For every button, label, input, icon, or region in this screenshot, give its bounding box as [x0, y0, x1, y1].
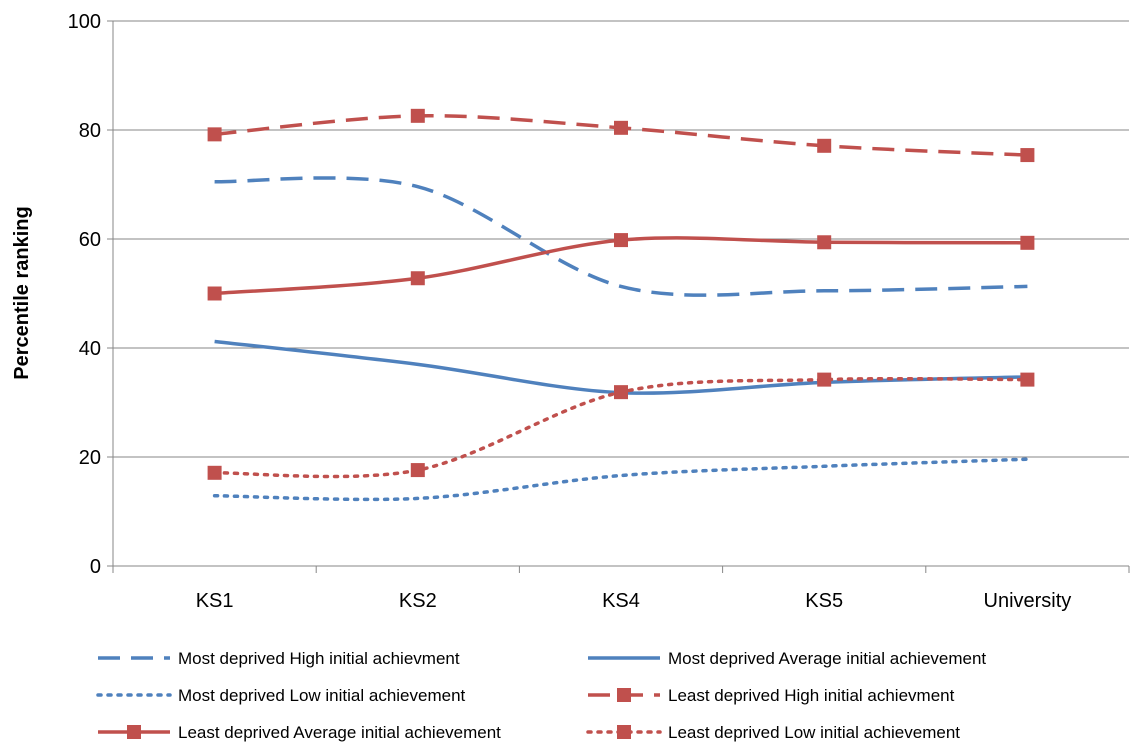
series-3 — [212, 457, 1030, 502]
data-point — [614, 385, 628, 400]
data-point — [817, 372, 832, 387]
y-tick-label: 100 — [68, 11, 101, 33]
data-point — [1020, 235, 1035, 250]
data-point — [207, 465, 222, 480]
legend-item: Least deprived Average initial achieveme… — [98, 723, 501, 742]
data-point — [817, 235, 832, 250]
x-tick-label: KS2 — [399, 590, 437, 612]
data-point — [410, 463, 425, 478]
legend-label: Most deprived Low initial achievement — [178, 686, 466, 705]
legend-marker — [617, 688, 631, 702]
legend-label: Least deprived Average initial achieveme… — [178, 723, 501, 742]
data-point — [207, 286, 222, 301]
series-4 — [207, 108, 1035, 163]
y-tick-label: 0 — [90, 556, 101, 578]
data-point — [207, 127, 222, 142]
legend-item: Most deprived Low initial achievement — [96, 686, 466, 705]
x-tick-label: University — [984, 590, 1072, 612]
data-point — [614, 233, 628, 248]
y-axis-label: Percentile ranking — [11, 206, 33, 379]
legend-label: Least deprived Low initial achievement — [668, 723, 960, 742]
series-line — [214, 176, 1028, 297]
data-point — [1020, 372, 1035, 387]
y-tick-label: 80 — [79, 120, 101, 142]
data-point — [614, 120, 628, 135]
axes — [107, 20, 1130, 573]
legend-label: Most deprived High initial achievment — [178, 649, 460, 668]
y-tick-label: 20 — [79, 447, 101, 469]
series-lines — [207, 108, 1035, 502]
legend-marker — [617, 725, 631, 739]
x-tick-label: KS4 — [602, 590, 640, 612]
legend-item: Least deprived High initial achievment — [588, 686, 955, 705]
data-point — [410, 271, 425, 286]
data-point — [1020, 148, 1035, 163]
legend-label: Least deprived High initial achievment — [668, 686, 955, 705]
series-5 — [207, 233, 1035, 301]
tick-labels: 0 20 40 60 80 100 KS1 KS2 KS4 KS5 University — [68, 11, 1072, 612]
data-point — [410, 108, 425, 123]
legend-label: Most deprived Average initial achievemen… — [668, 649, 986, 668]
legend-marker — [127, 725, 141, 739]
series-6 — [207, 372, 1035, 480]
x-tick-label: KS1 — [196, 590, 234, 612]
legend-item: Least deprived Low initial achievement — [586, 723, 960, 742]
x-tick-label: KS5 — [805, 590, 843, 612]
legend: Most deprived High initial achievment Mos… — [96, 649, 986, 742]
series-1 — [214, 176, 1028, 297]
legend-item: Most deprived Average initial achievemen… — [588, 649, 986, 668]
data-point — [817, 138, 832, 153]
legend-item: Most deprived High initial achievment — [98, 649, 460, 668]
y-tick-label: 40 — [79, 338, 101, 360]
series-line — [212, 457, 1030, 502]
y-tick-label: 60 — [79, 229, 101, 251]
